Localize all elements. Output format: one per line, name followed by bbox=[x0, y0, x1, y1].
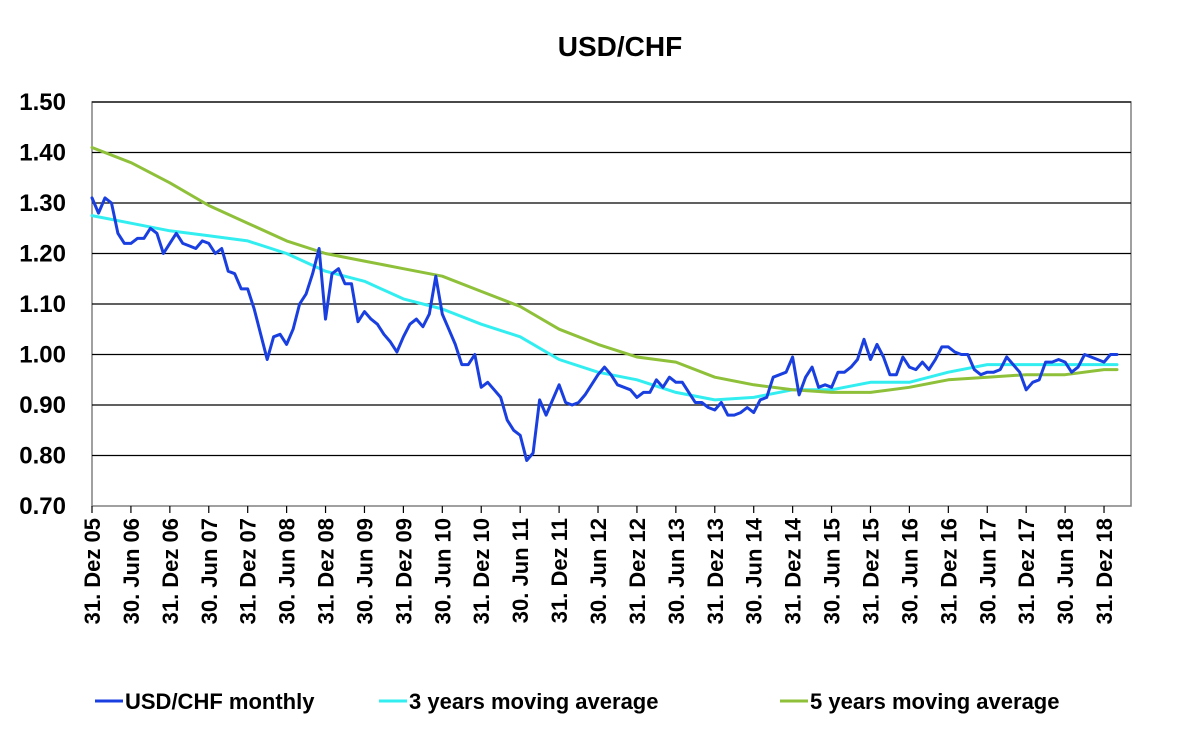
x-tick-label: 31. Dez 06 bbox=[158, 518, 183, 624]
x-tick-label: 31. Dez 18 bbox=[1092, 518, 1117, 624]
x-tick-label: 31. Dez 16 bbox=[936, 518, 961, 624]
x-tick-label: 30. Jun 16 bbox=[897, 518, 922, 624]
x-tick-label: 31. Dez 10 bbox=[469, 518, 494, 624]
x-tick-label: 31. Dez 07 bbox=[236, 518, 261, 624]
x-tick-label: 30. Jun 08 bbox=[275, 518, 300, 624]
y-tick-label: 0.90 bbox=[19, 392, 66, 419]
x-tick-label: 31. Dez 09 bbox=[391, 518, 416, 624]
x-tick-label: 31. Dez 13 bbox=[703, 518, 728, 624]
x-tick-label: 31. Dez 12 bbox=[625, 518, 650, 624]
y-tick-label: 1.00 bbox=[19, 342, 66, 369]
x-tick-label: 30. Jun 06 bbox=[119, 518, 144, 624]
series-line-2 bbox=[90, 214, 1119, 402]
y-tick-label: 1.40 bbox=[19, 140, 66, 167]
x-tick-label: 30. Jun 10 bbox=[430, 518, 455, 624]
legend-label-3: 5 years moving average bbox=[810, 689, 1059, 714]
y-tick-label: 1.30 bbox=[19, 190, 66, 217]
y-tick-label: 1.10 bbox=[19, 291, 66, 318]
x-tick-label: 31. Dez 11 bbox=[547, 518, 572, 623]
x-tick-label: 30. Jun 18 bbox=[1053, 518, 1078, 624]
series-lines bbox=[90, 146, 1119, 462]
x-tick-label: 31. Dez 05 bbox=[80, 518, 105, 624]
series-line-1 bbox=[90, 196, 1119, 462]
y-axis-tick-labels: 0.70 0.80 0.90 1.00 1.10 1.20 1.30 1.40 1.50 bbox=[19, 89, 66, 520]
x-tick-label: 31. Dez 17 bbox=[1014, 518, 1039, 624]
x-tick-label: 30. Jun 17 bbox=[975, 518, 1000, 624]
x-tick-label: 31. Dez 15 bbox=[858, 518, 883, 624]
y-tick-label: 1.20 bbox=[19, 241, 66, 268]
y-tick-label: 0.70 bbox=[19, 493, 66, 520]
x-tick-label: 30. Jun 15 bbox=[820, 518, 845, 624]
series-line-3 bbox=[90, 146, 1119, 394]
legend-label-2: 3 years moving average bbox=[409, 689, 658, 714]
x-tick-label: 30. Jun 14 bbox=[742, 517, 767, 624]
x-tick-label: 30. Jun 09 bbox=[352, 518, 377, 624]
legend: USD/CHF monthly 3 years moving average 5 y… bbox=[95, 689, 1059, 714]
gridlines bbox=[92, 101, 1131, 457]
x-tick-label: 30. Jun 13 bbox=[664, 518, 689, 624]
x-axis-tick-labels: 31. Dez 05 30. Jun 06 31. Dez 06 30. Jun 07… bbox=[80, 506, 1117, 624]
x-tick-label: 30. Jun 12 bbox=[586, 518, 611, 624]
x-tick-label: 30. Jun 11 bbox=[508, 518, 533, 623]
y-tick-label: 1.50 bbox=[19, 89, 66, 116]
legend-label-1: USD/CHF monthly bbox=[125, 689, 315, 714]
x-tick-label: 31. Dez 08 bbox=[314, 518, 339, 624]
x-tick-label: 30. Jun 07 bbox=[197, 518, 222, 624]
chart-title: USD/CHF bbox=[558, 31, 682, 62]
y-tick-label: 0.80 bbox=[19, 443, 66, 470]
x-tick-label: 31. Dez 14 bbox=[781, 517, 806, 624]
